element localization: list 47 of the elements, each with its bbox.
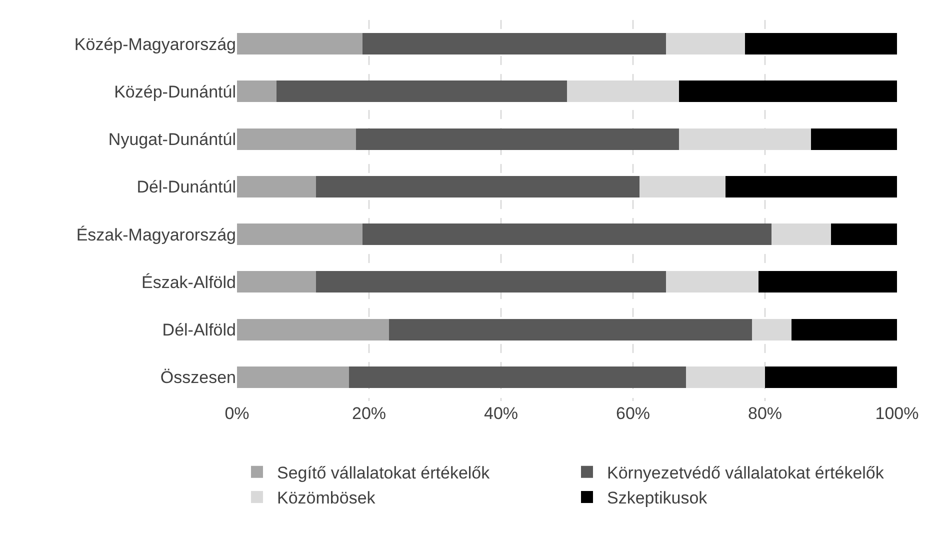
x-tick-label: 80% — [748, 404, 782, 423]
bar — [237, 271, 316, 293]
bar — [237, 128, 356, 150]
bar — [745, 33, 897, 55]
bar — [349, 366, 686, 388]
bar — [237, 318, 389, 340]
bar — [356, 128, 680, 150]
legend-label: Közömbösek — [277, 488, 376, 508]
y-tick-label: Dél-Dunántúl — [136, 178, 236, 197]
bar — [758, 271, 897, 293]
bar — [725, 176, 897, 198]
x-tick-label: 40% — [484, 404, 518, 423]
bar — [237, 176, 316, 198]
bar — [791, 318, 897, 340]
bar — [640, 176, 726, 198]
bar — [237, 366, 350, 388]
bar — [276, 80, 567, 102]
legend-label: Szkeptikusok — [607, 488, 708, 508]
y-tick-label: Összesen — [160, 368, 236, 388]
legend-label: Segítő vállalatokat értékelők — [277, 464, 490, 483]
bar — [362, 33, 666, 55]
y-tick-label: Észak-Alföld — [142, 272, 236, 292]
bar — [679, 80, 897, 102]
legend-label: Környezetvédő vállalatokat értékelők — [607, 464, 884, 483]
bar — [237, 224, 362, 246]
bar — [765, 366, 897, 388]
bar — [388, 318, 752, 340]
bar — [237, 80, 277, 102]
bar — [772, 224, 831, 246]
bar — [237, 33, 362, 55]
y-tick-label: Közép-Magyarország — [74, 34, 236, 54]
bar — [811, 128, 897, 150]
x-tick-label: 60% — [616, 404, 650, 423]
bar — [752, 318, 792, 340]
y-tick-label: Nyugat-Dunántúl — [108, 130, 236, 150]
bar — [666, 33, 746, 55]
bar — [362, 224, 772, 246]
y-tick-label: Közép-Dunántúl — [114, 82, 236, 102]
bar — [316, 271, 666, 293]
y-tick-label: Észak-Magyarország — [76, 225, 236, 244]
x-tick-label: 100% — [875, 404, 919, 423]
x-tick-label: 20% — [352, 404, 386, 423]
bar — [316, 176, 640, 198]
x-tick-label: 0% — [224, 404, 250, 423]
y-tick-label: Dél-Alföld — [162, 320, 236, 340]
bar — [666, 271, 758, 293]
bar — [831, 224, 897, 246]
